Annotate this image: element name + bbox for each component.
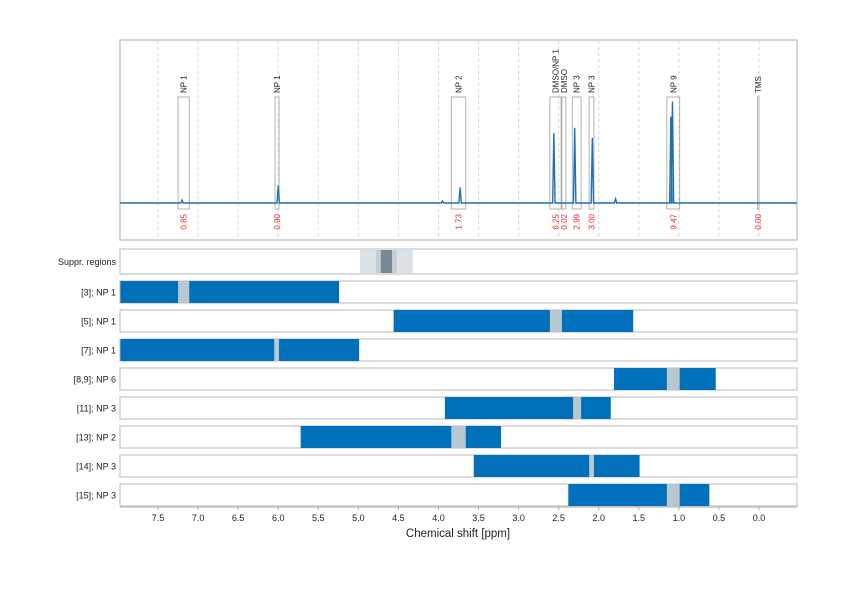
range-gap bbox=[178, 281, 190, 303]
spectrum-line bbox=[120, 101, 797, 204]
x-tick-label: 2.5 bbox=[552, 513, 565, 523]
row-label: [11]; NP 3 bbox=[77, 404, 116, 414]
row-label: [13]; NP 2 bbox=[76, 433, 116, 443]
range-bar bbox=[120, 281, 340, 303]
range-gap bbox=[666, 368, 680, 390]
region-label: NP 2 bbox=[455, 75, 464, 93]
integral-value: 0.85 bbox=[180, 213, 189, 229]
x-tick-label: 6.0 bbox=[272, 513, 285, 523]
x-tick-label: 1.5 bbox=[633, 513, 646, 523]
x-tick-label: 0.0 bbox=[753, 513, 766, 523]
region-label: NP 9 bbox=[669, 75, 678, 93]
suppressed-inner bbox=[380, 250, 393, 273]
range-bar bbox=[444, 397, 611, 419]
spectrum-panel: NP 1 0.85 NP 1 0.90 NP 2 1.73 DMSO/NP 1 6.25 DMS… bbox=[119, 39, 798, 241]
x-tick-label: 3.0 bbox=[512, 513, 525, 523]
range-bar bbox=[393, 310, 634, 332]
spectrum-frame bbox=[119, 39, 798, 241]
range-gap bbox=[549, 310, 562, 332]
range-gap bbox=[451, 426, 466, 448]
row-label: [7]; NP 1 bbox=[81, 346, 116, 356]
x-tick-label: 4.5 bbox=[392, 513, 405, 523]
row-label: [14]; NP 3 bbox=[76, 462, 116, 472]
range-gap bbox=[589, 455, 594, 477]
row-label: [15]; NP 3 bbox=[76, 491, 116, 501]
range-bar bbox=[473, 455, 640, 477]
x-tick-label: 4.0 bbox=[432, 513, 445, 523]
region-label: NP 1 bbox=[180, 75, 189, 93]
row-label: [8,9]; NP 6 bbox=[74, 375, 116, 385]
spectrum-peak bbox=[614, 198, 617, 200]
integral-value: 9.47 bbox=[669, 213, 678, 229]
integration-box bbox=[549, 96, 562, 210]
x-tick-label: 6.5 bbox=[232, 513, 245, 523]
x-tick-label: 5.0 bbox=[352, 513, 365, 523]
row-frame bbox=[119, 454, 798, 478]
range-bars-panel: Suppr. regions [3]; NP 1 [5]; NP 1 [7]; NP … bbox=[58, 248, 798, 523]
integration-box bbox=[756, 96, 760, 210]
integral-value: 6.25 bbox=[551, 213, 560, 229]
integration-box bbox=[588, 96, 595, 210]
region-label: NP 3 bbox=[573, 75, 582, 93]
x-tick-label: 3.5 bbox=[472, 513, 485, 523]
region-label: NP 1 bbox=[273, 75, 282, 93]
integration-box bbox=[450, 96, 467, 210]
integration-box bbox=[571, 96, 582, 210]
integration-box bbox=[666, 96, 681, 210]
x-tick-label: 7.0 bbox=[192, 513, 205, 523]
range-bar bbox=[613, 368, 716, 390]
integral-value: 3.00 bbox=[588, 213, 597, 229]
spectrum-peak bbox=[277, 185, 279, 187]
x-tick-label: 1.0 bbox=[673, 513, 686, 523]
integration-box bbox=[274, 96, 280, 210]
spectrum-peak bbox=[671, 101, 674, 103]
row-label: [5]; NP 1 bbox=[81, 317, 116, 327]
row-label: [3]; NP 1 bbox=[81, 288, 116, 298]
x-tick-label: 0.5 bbox=[713, 513, 726, 523]
integral-value: 0.00 bbox=[754, 213, 763, 229]
range-gap bbox=[666, 484, 680, 506]
range-bar bbox=[568, 484, 710, 506]
integration-box bbox=[561, 96, 567, 210]
range-bar bbox=[120, 339, 360, 361]
x-tick-label: 2.0 bbox=[592, 513, 605, 523]
integration-box bbox=[177, 96, 190, 210]
row-frame bbox=[119, 248, 798, 275]
x-tick-label: 7.5 bbox=[152, 513, 165, 523]
integral-value: 1.73 bbox=[455, 213, 464, 229]
region-label: DMSO bbox=[560, 69, 569, 93]
region-label: NP 3 bbox=[588, 75, 597, 93]
x-tick-label: 5.5 bbox=[312, 513, 325, 523]
x-axis-label: Chemical shift [ppm] bbox=[406, 528, 510, 540]
integral-value: 0.90 bbox=[273, 213, 282, 229]
spectrum-peak bbox=[574, 127, 576, 129]
range-gap bbox=[274, 339, 280, 361]
spectrum-peak bbox=[553, 132, 555, 134]
spectrum-peak bbox=[459, 187, 461, 189]
spectrum-peak bbox=[181, 199, 183, 201]
range-bar bbox=[300, 426, 501, 448]
region-label: DMSO/NP 1 bbox=[551, 49, 560, 93]
row-label: Suppr. regions bbox=[58, 257, 117, 267]
region-label: TMS bbox=[754, 76, 763, 93]
integral-value: 0.02 bbox=[560, 213, 569, 229]
integral-value: 2.99 bbox=[573, 213, 582, 229]
range-gap bbox=[573, 397, 582, 419]
spectrum-peak bbox=[441, 200, 444, 202]
spectrum-peak bbox=[591, 137, 593, 139]
spectrum-peak bbox=[670, 116, 672, 118]
